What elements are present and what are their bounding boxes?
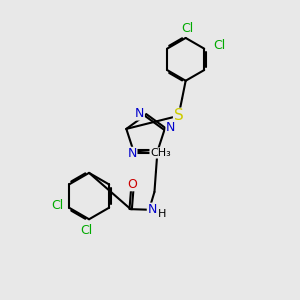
Text: Cl: Cl: [181, 22, 193, 35]
Text: CH₃: CH₃: [150, 148, 171, 158]
Text: N: N: [166, 121, 175, 134]
Text: Cl: Cl: [80, 224, 92, 237]
Text: S: S: [174, 108, 183, 123]
Text: O: O: [127, 178, 137, 191]
Text: N: N: [128, 147, 137, 161]
Text: Cl: Cl: [51, 199, 63, 212]
Text: Cl: Cl: [213, 39, 225, 52]
Text: N: N: [147, 203, 157, 216]
Text: H: H: [158, 209, 166, 219]
Text: N: N: [135, 107, 144, 120]
